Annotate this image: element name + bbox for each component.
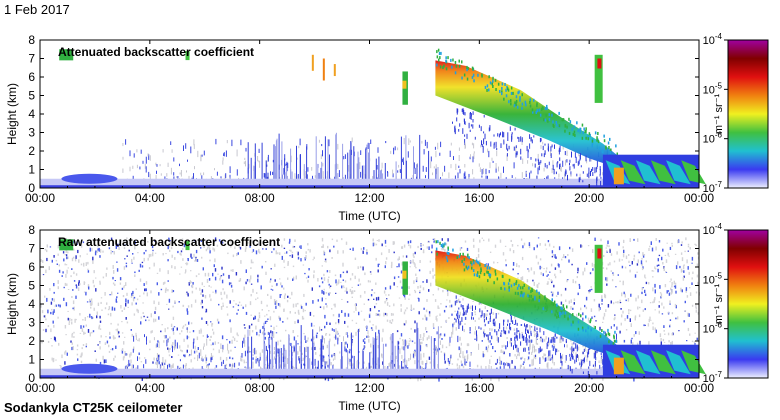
y-axis-label: Height (km) <box>5 83 19 145</box>
low-cloud-core <box>613 357 624 375</box>
cloud-band-base <box>452 108 614 187</box>
low-aerosol-patch <box>61 363 118 374</box>
x-tick-label: 04:00 <box>135 381 165 395</box>
colorbar-1: 10-410-510-610-7m⁻¹ sr⁻¹ <box>703 32 769 195</box>
y-axis-label: Height (km) <box>5 273 19 335</box>
y-tick-label: 0 <box>28 371 35 385</box>
low-aerosol-patch <box>61 173 118 184</box>
panel-title: Attenuated backscatter coefficient <box>58 45 254 59</box>
panel-title: Raw attenuated backscatter coefficient <box>58 235 280 249</box>
x-axis-label: Time (UTC) <box>338 399 400 413</box>
colorbar-2: 10-410-510-610-7m⁻¹ sr⁻¹ <box>703 222 769 385</box>
colorbar-scale <box>727 229 769 379</box>
y-tick-label: 4 <box>28 107 35 121</box>
cloud-band-fringe <box>436 48 618 156</box>
x-tick-label: 08:00 <box>245 381 275 395</box>
convective-cell-core <box>597 248 602 259</box>
high-cloud-patch <box>59 239 74 251</box>
x-tick-label: 08:00 <box>245 191 275 205</box>
y-tick-label: 7 <box>28 242 35 256</box>
high-cloud-patch <box>59 49 74 61</box>
x-tick-label: 12:00 <box>354 191 384 205</box>
high-cloud-speck <box>185 241 190 251</box>
low-cloud-layers <box>605 160 706 185</box>
colorbar-tick-label: 10-4 <box>703 222 723 237</box>
surface-layer <box>40 178 699 188</box>
panel-1: 0 1 2 3 4 5 6 7 8 00:00 04:00 08:00 12:00 16:00 20:00 0… <box>5 33 714 223</box>
y-tick-label: 7 <box>28 52 35 66</box>
cloud-band-base <box>454 295 613 375</box>
colorbar-scale <box>727 39 769 189</box>
low-cloud-core <box>613 167 624 185</box>
convective-cell-core <box>597 58 602 69</box>
x-tick-label: 00:00 <box>25 191 55 205</box>
isolated-column-core <box>402 270 407 279</box>
y-tick-label: 2 <box>28 144 35 158</box>
y-tick-label: 3 <box>28 126 35 140</box>
x-tick-label: 04:00 <box>135 191 165 205</box>
x-tick-label: 16:00 <box>464 381 494 395</box>
cloud-band <box>435 250 617 358</box>
cloud-band-fringe <box>435 240 618 347</box>
x-tick-label: 00:00 <box>684 191 714 205</box>
colorbar-unit-label: m⁻¹ sr⁻¹ <box>713 284 725 325</box>
x-axis-label: Time (UTC) <box>338 209 400 223</box>
y-tick-label: 3 <box>28 316 35 330</box>
convective-cell <box>594 54 603 103</box>
x-tick-label: 00:00 <box>684 381 714 395</box>
y-tick-label: 5 <box>28 89 35 103</box>
low-cloud-layers <box>605 350 706 375</box>
y-tick-label: 6 <box>28 70 35 84</box>
colorbar-tick-label: 10-4 <box>703 32 723 47</box>
cloud-band <box>435 60 617 168</box>
colorbar-unit-label: m⁻¹ sr⁻¹ <box>713 94 725 135</box>
panel-2: 0 1 2 3 4 5 6 7 8 00:00 04:00 08:00 12:00 16:00 20:00 0… <box>5 223 714 413</box>
y-tick-label: 2 <box>28 334 35 348</box>
x-tick-label: 16:00 <box>464 191 494 205</box>
x-tick-label: 20:00 <box>574 191 604 205</box>
y-tick-label: 4 <box>28 297 35 311</box>
convective-cell <box>594 244 603 293</box>
x-tick-label: 20:00 <box>574 381 604 395</box>
mid-cloud-speck-1 <box>311 54 314 71</box>
instrument-label: Sodankyla CT25K ceilometer <box>4 400 183 415</box>
colorbar-tick-label: 10-7 <box>703 370 723 385</box>
high-cloud-speck <box>185 51 190 61</box>
colorbar-tick-label: 10-7 <box>703 180 723 195</box>
isolated-column-core <box>402 80 407 89</box>
y-tick-label: 6 <box>28 260 35 274</box>
date-label: 1 Feb 2017 <box>4 2 70 17</box>
mid-cloud-speck-3 <box>333 64 336 77</box>
surface-layer <box>40 368 699 378</box>
y-tick-label: 1 <box>28 353 35 367</box>
mid-cloud-speck-2 <box>322 58 325 81</box>
y-tick-label: 5 <box>28 279 35 293</box>
y-tick-label: 8 <box>28 33 35 47</box>
x-tick-label: 00:00 <box>25 381 55 395</box>
y-tick-label: 1 <box>28 163 35 177</box>
y-tick-label: 8 <box>28 223 35 237</box>
y-tick-label: 0 <box>28 181 35 195</box>
x-tick-label: 12:00 <box>354 381 384 395</box>
